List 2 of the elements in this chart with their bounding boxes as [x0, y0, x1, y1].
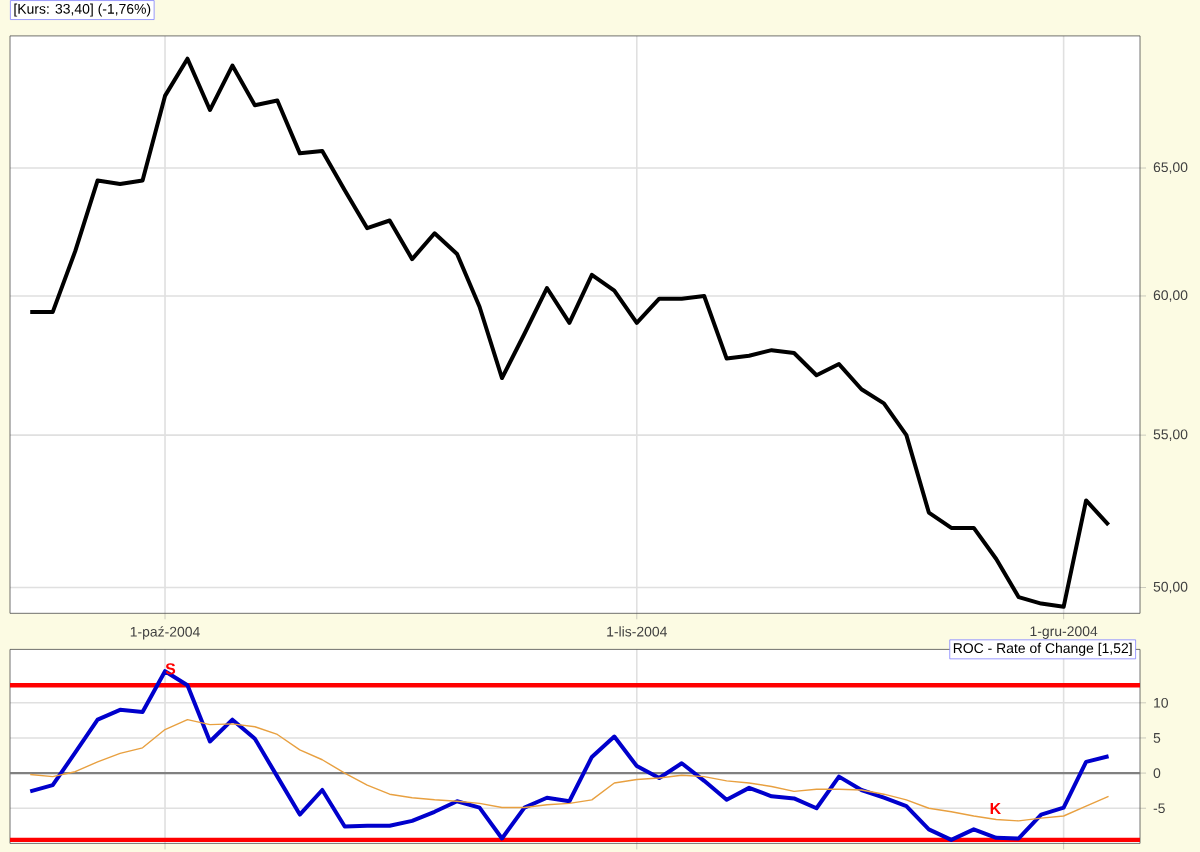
line-series [28, 56, 1111, 609]
line-series [29, 718, 1110, 822]
